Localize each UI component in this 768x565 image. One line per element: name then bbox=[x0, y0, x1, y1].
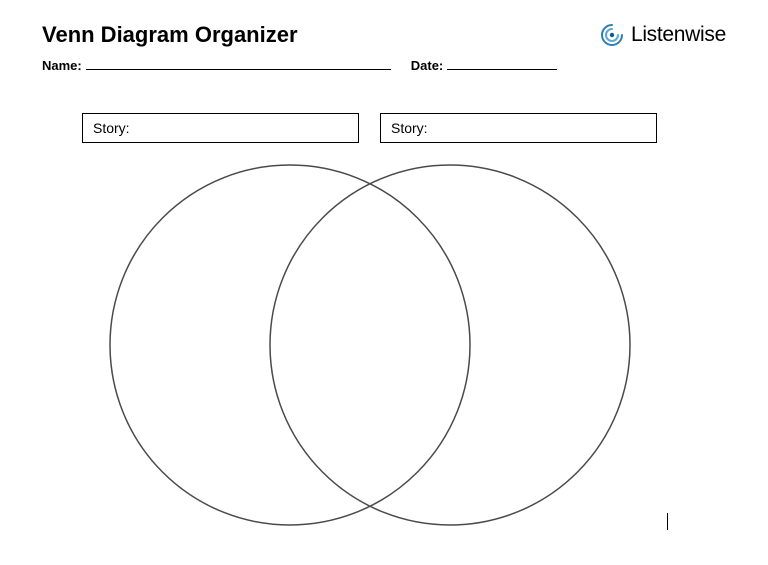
story-left-label: Story: bbox=[93, 120, 130, 136]
story-right-label: Story: bbox=[391, 120, 428, 136]
name-field: Name: bbox=[42, 56, 391, 73]
venn-circle-left bbox=[110, 165, 470, 525]
page-title: Venn Diagram Organizer bbox=[42, 22, 298, 48]
venn-circle-right bbox=[270, 165, 630, 525]
brand-logo: Listenwise bbox=[599, 22, 726, 48]
story-box-right[interactable]: Story: bbox=[380, 113, 657, 143]
listenwise-icon bbox=[599, 22, 625, 48]
date-field: Date: bbox=[411, 56, 558, 73]
header: Venn Diagram Organizer Listenwise bbox=[42, 22, 726, 48]
brand-logo-text: Listenwise bbox=[631, 23, 726, 47]
name-label: Name: bbox=[42, 58, 82, 73]
text-cursor bbox=[667, 513, 669, 530]
date-input-line[interactable] bbox=[447, 56, 557, 70]
venn-svg bbox=[50, 155, 690, 535]
venn-diagram bbox=[50, 155, 690, 535]
date-label: Date: bbox=[411, 58, 444, 73]
story-box-left[interactable]: Story: bbox=[82, 113, 359, 143]
name-input-line[interactable] bbox=[86, 56, 391, 70]
form-row: Name: Date: bbox=[42, 56, 557, 73]
